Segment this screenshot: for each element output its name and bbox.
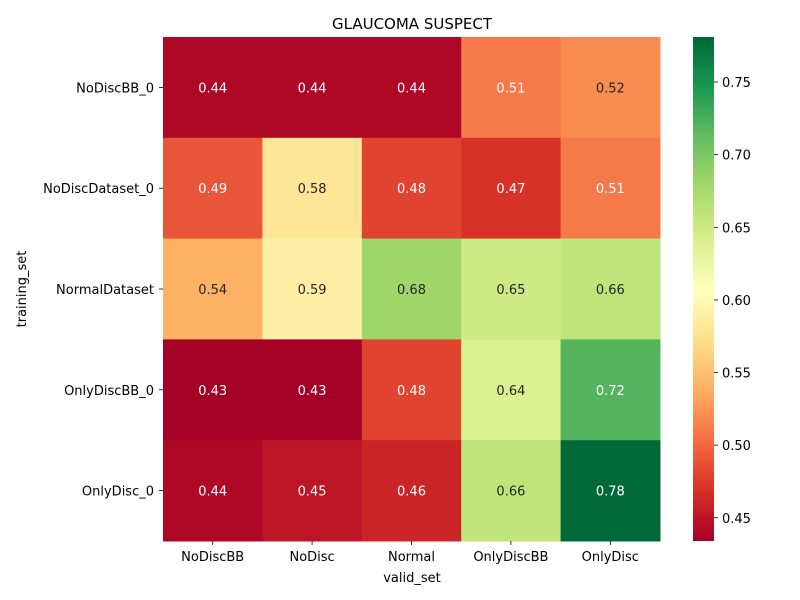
heatmap-cell <box>461 137 562 240</box>
colorbar-tick-label: 0.70 <box>722 149 751 164</box>
heatmap-cell <box>262 440 363 542</box>
cell-value-label: 0.43 <box>198 384 227 399</box>
heatmap-cell <box>560 440 661 542</box>
heatmap-cell <box>262 238 363 340</box>
heatmap-cells: 0.44 0.44 0.44 0.51 0.52 0.49 0.58 0.48 0.47 0.51… <box>163 37 661 542</box>
cell-value-label: 0.64 <box>496 384 525 399</box>
cell-value-label: 0.65 <box>496 283 525 298</box>
cell-value-label: 0.59 <box>298 283 327 298</box>
heatmap-cell <box>163 37 263 139</box>
x-tick-label: OnlyDisc <box>582 550 639 565</box>
heatmap-cell <box>262 137 363 240</box>
y-tick-label: NormalDataset <box>56 283 154 298</box>
colorbar-tick-label: 0.55 <box>722 367 751 382</box>
cell-value-label: 0.46 <box>397 485 426 500</box>
heatmap-cell <box>461 339 562 441</box>
y-tick-labels: NoDiscBB_0 NoDiscDataset_0 NormalDataset On… <box>43 81 163 500</box>
y-tick-label: OnlyDiscBB_0 <box>64 384 154 399</box>
y-tick-label: NoDiscBB_0 <box>76 81 154 96</box>
heatmap-cell <box>361 238 462 340</box>
cell-value-label: 0.66 <box>496 485 525 500</box>
x-tick-labels: NoDiscBB NoDisc Normal OnlyDiscBB OnlyDisc <box>181 541 639 565</box>
y-tick-label: NoDiscDataset_0 <box>43 182 154 197</box>
cell-value-label: 0.49 <box>198 182 227 197</box>
heatmap-cell <box>262 37 363 139</box>
heatmap-cell <box>461 440 562 542</box>
colorbar-tick-label: 0.50 <box>722 439 751 454</box>
heatmap-cell <box>163 440 263 542</box>
heatmap-cell <box>361 137 462 240</box>
heatmap-cell <box>361 440 462 542</box>
x-axis-label: valid_set <box>383 571 441 586</box>
x-tick-label: Normal <box>388 550 435 565</box>
cell-value-label: 0.51 <box>496 81 525 96</box>
heatmap-cell <box>461 238 562 340</box>
heatmap-cell <box>163 238 263 340</box>
cell-value-label: 0.45 <box>298 485 327 500</box>
heatmap-cell <box>361 37 462 139</box>
cell-value-label: 0.48 <box>397 384 426 399</box>
cell-value-label: 0.47 <box>496 182 525 197</box>
cell-value-label: 0.43 <box>298 384 327 399</box>
cell-value-label: 0.44 <box>198 81 227 96</box>
heatmap-cell <box>560 238 661 340</box>
cell-value-label: 0.66 <box>596 283 625 298</box>
colorbar-tick-label: 0.65 <box>722 221 751 236</box>
colorbar-tick-label: 0.60 <box>722 294 751 309</box>
cell-value-label: 0.52 <box>596 81 625 96</box>
heatmap-cell <box>560 339 661 441</box>
colorbar-ticks: 0.45 0.50 0.55 0.60 0.65 0.70 0.75 <box>714 76 751 527</box>
heatmap-cell <box>163 137 263 240</box>
cell-value-label: 0.78 <box>596 485 625 500</box>
heatmap-cell <box>163 339 263 441</box>
colorbar-tick-label: 0.45 <box>722 512 751 527</box>
cell-value-label: 0.54 <box>198 283 227 298</box>
colorbar <box>693 37 714 541</box>
colorbar-tick-label: 0.75 <box>722 76 751 91</box>
heatmap-cell <box>361 339 462 441</box>
cell-value-label: 0.44 <box>298 81 327 96</box>
x-tick-label: NoDiscBB <box>181 550 244 565</box>
y-axis-label: training_set <box>15 251 30 328</box>
x-tick-label: OnlyDiscBB <box>473 550 548 565</box>
cell-value-label: 0.58 <box>298 182 327 197</box>
heatmap-cell <box>461 37 562 139</box>
heatmap-cell <box>560 137 661 240</box>
chart-title: GLAUCOMA SUSPECT <box>332 15 493 33</box>
y-tick-label: OnlyDisc_0 <box>82 485 154 500</box>
cell-value-label: 0.48 <box>397 182 426 197</box>
cell-value-label: 0.44 <box>397 81 426 96</box>
cell-value-label: 0.68 <box>397 283 426 298</box>
cell-value-label: 0.72 <box>596 384 625 399</box>
heatmap-cell <box>262 339 363 441</box>
x-tick-label: NoDisc <box>289 550 334 565</box>
heatmap-cell <box>560 37 661 139</box>
cell-value-label: 0.51 <box>596 182 625 197</box>
cell-value-label: 0.44 <box>198 485 227 500</box>
